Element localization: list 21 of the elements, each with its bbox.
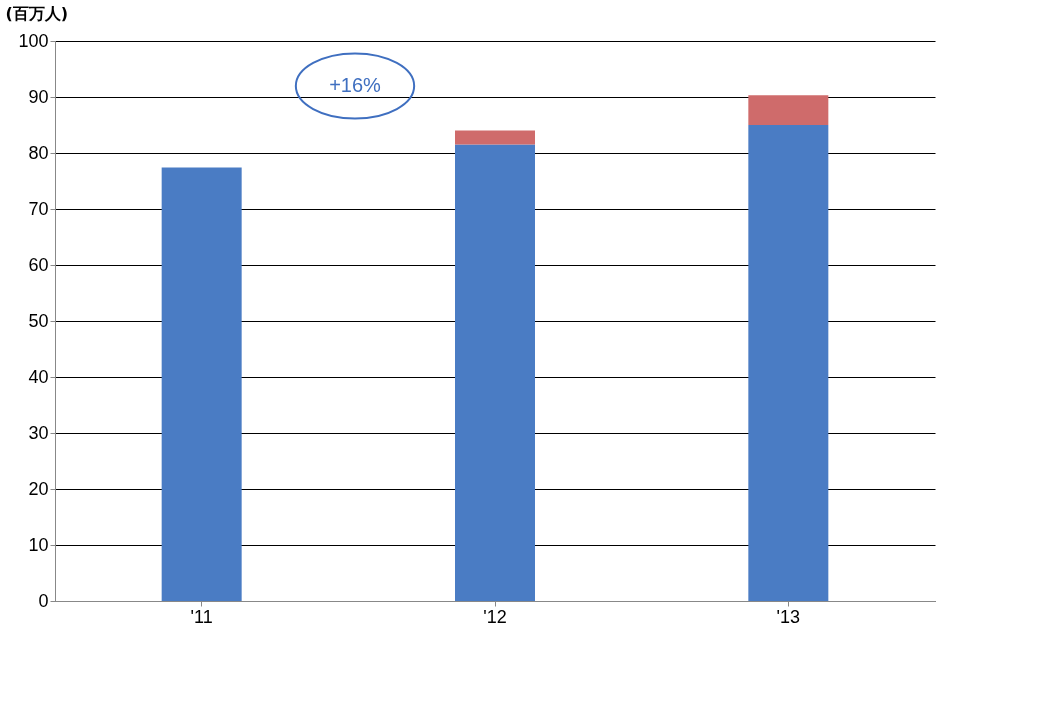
y-tick-label: 20	[28, 478, 49, 499]
bar	[455, 144, 535, 601]
bar	[748, 125, 829, 601]
y-tick-label: 70	[28, 198, 49, 219]
x-tick-label: '13	[776, 606, 801, 627]
x-tick-label: '11	[190, 606, 213, 627]
y-tick-label: 60	[28, 254, 49, 275]
y-tick-label: 80	[28, 142, 49, 163]
y-tick-label: 0	[38, 590, 49, 611]
x-tick-label: '12	[483, 606, 507, 627]
y-tick-label: 100	[18, 30, 49, 51]
y-tick-label: 90	[28, 86, 49, 107]
bar	[748, 95, 829, 125]
bar	[455, 130, 535, 145]
y-tick-label: 30	[28, 422, 49, 443]
y-tick-label: 50	[28, 310, 49, 331]
bar	[161, 167, 242, 601]
y-axis-title: (百万人)	[5, 3, 69, 23]
annotation: +16%	[329, 74, 382, 96]
y-tick-label: 10	[28, 534, 49, 555]
y-tick-label: 40	[28, 366, 49, 387]
